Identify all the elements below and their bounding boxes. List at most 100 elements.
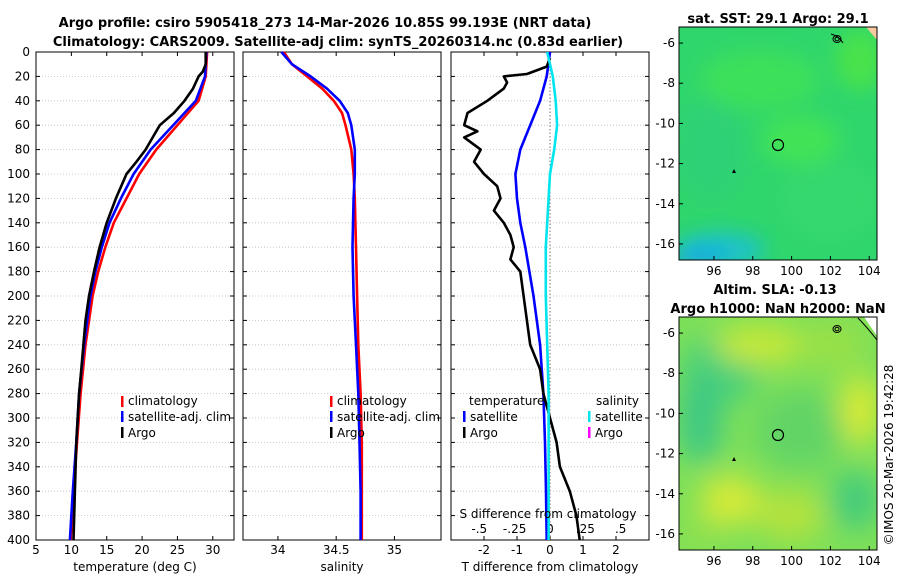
legend-satellite-swatch	[330, 411, 333, 422]
sla-small-marker	[732, 457, 736, 461]
legend-satellite-swatch	[121, 411, 124, 422]
s-difference-x-label: S difference from climatology	[460, 507, 637, 521]
x-tick-label: 35	[387, 543, 402, 557]
t-difference-x-label: T difference from climatology	[461, 560, 639, 574]
depth-tick-label: 160	[7, 240, 30, 254]
sst-map-title: sat. SST: 29.1 Argo: 29.1	[687, 12, 868, 27]
map-y-tick-label: -8	[663, 366, 675, 380]
x2-tick-label: -.5	[471, 522, 487, 536]
series-satellite-adj-clim	[280, 51, 362, 540]
legend-temperature-heading: temperature	[469, 394, 544, 408]
x2-tick-label: -.25	[503, 522, 526, 536]
series-argo	[72, 52, 207, 541]
depth-tick-label: 140	[7, 216, 30, 230]
depth-tick-label: 400	[7, 533, 30, 547]
temperature-legend: climatology satellite-adj. clim Argo	[121, 394, 231, 440]
temperature-x-label: temperature (deg C)	[73, 560, 196, 574]
map-x-tick-label: 98	[745, 554, 760, 568]
copyright-stamp: ©IMOS 20-Mar-2026 19:42:28	[882, 365, 896, 546]
map-y-tick-label: -8	[663, 76, 675, 90]
depth-tick-label: 80	[15, 143, 30, 157]
temperature-panel: 5 10 15 20 25 30 0 20 40 60 80 100 120 140 160 180 200 2…	[7, 45, 235, 574]
salinity-grid	[243, 51, 441, 541]
sst-argo-location-marker	[771, 138, 785, 152]
map-y-tick-label: -14	[655, 197, 675, 211]
temperature-x-ticks: 5 10 15 20 25 30	[32, 52, 220, 557]
salinity-panel: 34 34.5 35 salinity climatology satellite-…	[242, 51, 442, 574]
sla-map-ticks: 96 98 100 102 104 -6 -8 -10 -12 -14 -16	[655, 326, 880, 568]
map-x-tick-label: 98	[745, 264, 760, 278]
salinity-diff-x-ticks: -.5 -.25 0 .25 .5	[471, 522, 626, 536]
x-tick-label: 5	[32, 543, 40, 557]
difference-grid	[451, 51, 649, 541]
map-y-tick-label: -6	[663, 326, 675, 340]
depth-tick-label: 100	[7, 167, 30, 181]
temperature-grid	[36, 51, 234, 541]
x-tick-label: -2	[478, 543, 490, 557]
map-y-tick-label: -14	[655, 487, 675, 501]
legend-salinity-heading: salinity	[596, 394, 639, 408]
sla-axes-box	[678, 316, 878, 551]
map-x-tick-label: 96	[706, 554, 721, 568]
depth-tick-label: 220	[7, 313, 30, 327]
x-tick-label: 10	[64, 543, 79, 557]
sla-argo-location-marker	[771, 428, 785, 442]
depth-tick-label: 300	[7, 411, 30, 425]
legend-climatology-label: climatology	[337, 394, 407, 408]
x-tick-label: 20	[134, 543, 149, 557]
map-x-tick-label: 102	[819, 264, 842, 278]
x-tick-label: 2	[612, 543, 620, 557]
legend-sal-satellite-swatch	[588, 411, 591, 422]
legend-argo-label: Argo	[337, 426, 365, 440]
sla-map-panel: Altim. SLA: -0.13 Argo h1000: NaN h2000:…	[655, 283, 885, 568]
depth-tick-label: 360	[7, 484, 30, 498]
series-temperature-satellite	[514, 51, 552, 541]
legend-sal-satellite-label: satellite	[595, 410, 643, 424]
map-y-tick-label: -6	[663, 36, 675, 50]
sla-contour	[832, 325, 842, 333]
sla-map-title-line2: Argo h1000: NaN h2000: NaN	[670, 302, 885, 317]
sst-field	[679, 27, 877, 260]
sst-axes-box	[678, 26, 878, 261]
legend-temp-satellite-swatch	[463, 411, 466, 422]
difference-series	[462, 51, 581, 541]
map-y-tick-label: -12	[655, 157, 675, 171]
depth-tick-label: 200	[7, 289, 30, 303]
map-x-tick-label: 96	[706, 264, 721, 278]
figure-title-line2: Climatology: CARS2009. Satellite-adj cli…	[53, 35, 623, 50]
x-tick-label: 1	[579, 543, 587, 557]
depth-tick-label: 40	[15, 94, 30, 108]
sst-contour-inner	[834, 36, 840, 42]
sst-map-panel: sat. SST: 29.1 Argo: 29.1 96 98 100 102 104 -…	[655, 12, 880, 278]
sla-contour-inner	[834, 326, 840, 332]
map-y-tick-label: -16	[655, 237, 675, 251]
depth-tick-label: 320	[7, 435, 30, 449]
temperature-series	[68, 51, 209, 541]
x-tick-label: 0	[546, 543, 554, 557]
x-tick-label: 25	[170, 543, 185, 557]
depth-ticks: 0 20 40 60 80 100 120 140 160 180 200 220 240 260 280 3…	[7, 45, 30, 547]
depth-tick-label: 0	[22, 45, 30, 59]
sla-map-title-line1: Altim. SLA: -0.13	[713, 283, 836, 298]
x2-tick-label: .5	[615, 522, 626, 536]
x-tick-label: 15	[99, 543, 114, 557]
legend-temp-argo-label: Argo	[470, 426, 498, 440]
map-x-tick-label: 104	[858, 264, 881, 278]
salinity-x-label: salinity	[320, 560, 363, 574]
map-y-tick-label: -16	[655, 527, 675, 541]
x-tick-label: 34.5	[323, 543, 350, 557]
difference-legend: temperature satellite Argo salinity sate…	[463, 394, 643, 440]
legend-climatology-label: climatology	[128, 394, 198, 408]
difference-panel: -2 -1 0 1 2 -.5 -.25 0 .25 .5 T difference from …	[450, 51, 650, 574]
map-x-tick-label: 100	[780, 264, 803, 278]
legend-climatology-swatch	[330, 396, 333, 407]
legend-argo-swatch	[121, 427, 124, 438]
salinity-series	[280, 51, 364, 540]
depth-tick-label: 340	[7, 460, 30, 474]
legend-argo-swatch	[330, 427, 333, 438]
legend-climatology-swatch	[121, 396, 124, 407]
sst-small-marker	[732, 169, 736, 173]
salinity-x-ticks: 34 34.5 35	[270, 52, 402, 557]
sst-map-ticks: 96 98 100 102 104 -6 -8 -10 -12 -14 -16	[655, 36, 880, 278]
